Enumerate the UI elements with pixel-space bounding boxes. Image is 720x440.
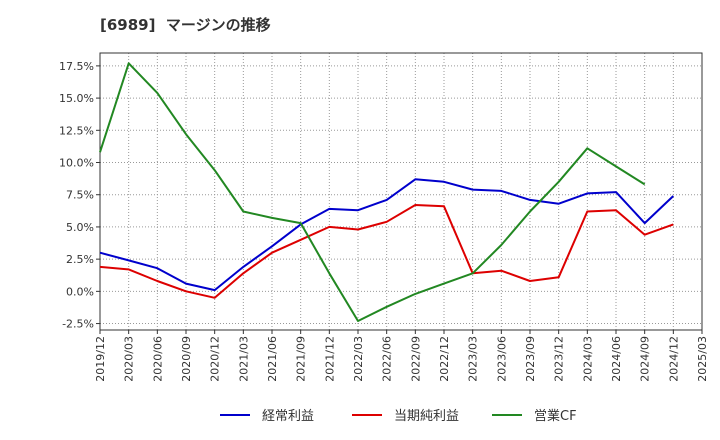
x-tick-label: 2021/12 (323, 336, 336, 382)
x-tick-label: 2022/03 (352, 336, 365, 382)
y-tick-label: -2.5% (62, 318, 94, 331)
x-tick-label: 2022/09 (409, 336, 422, 382)
y-tick-label: 17.5% (59, 60, 94, 73)
x-tick-label: 2023/12 (553, 336, 566, 382)
x-tick-label: 2020/12 (209, 336, 222, 382)
x-tick-label: 2024/12 (667, 336, 680, 382)
legend-label-2: 営業CF (534, 408, 577, 424)
plot-frame (99, 52, 703, 331)
series-line-2 (99, 62, 646, 322)
x-tick-label: 2024/03 (581, 336, 594, 382)
chart-title: [6989] マージンの推移 (100, 16, 271, 34)
x-tick-label: 2023/03 (467, 336, 480, 382)
series-line-0 (99, 178, 674, 292)
x-tick-label: 2020/03 (123, 336, 136, 382)
y-tick-label: 12.5% (59, 124, 94, 137)
x-tick-label: 2020/09 (180, 336, 193, 382)
x-tick-label: 2021/09 (295, 336, 308, 382)
y-tick-label: 15.0% (59, 92, 94, 105)
x-tick-label: 2025/03 (696, 336, 709, 382)
x-tick-label: 2023/09 (524, 336, 537, 382)
y-tick-label: 10.0% (59, 157, 94, 170)
x-tick-label: 2021/06 (266, 336, 279, 382)
x-tick-label: 2020/06 (151, 336, 164, 382)
x-tick-label: 2021/03 (237, 336, 250, 382)
x-tick-label: 2024/09 (639, 336, 652, 382)
legend-label-0: 経常利益 (262, 409, 314, 424)
x-tick-label: 2024/06 (610, 336, 623, 382)
y-tick-label: 2.5% (66, 253, 94, 266)
x-tick-label: 2022/12 (438, 336, 451, 382)
series-line-1 (99, 204, 674, 299)
legend-label-1: 当期純利益 (394, 409, 459, 424)
x-tick-label: 2019/12 (94, 336, 107, 382)
x-tick-label: 2023/06 (495, 336, 508, 382)
x-tick-label: 2022/06 (381, 336, 394, 382)
y-tick-label: 0.0% (66, 285, 94, 298)
y-tick-label: 7.5% (66, 189, 94, 202)
y-tick-label: 5.0% (66, 221, 94, 234)
